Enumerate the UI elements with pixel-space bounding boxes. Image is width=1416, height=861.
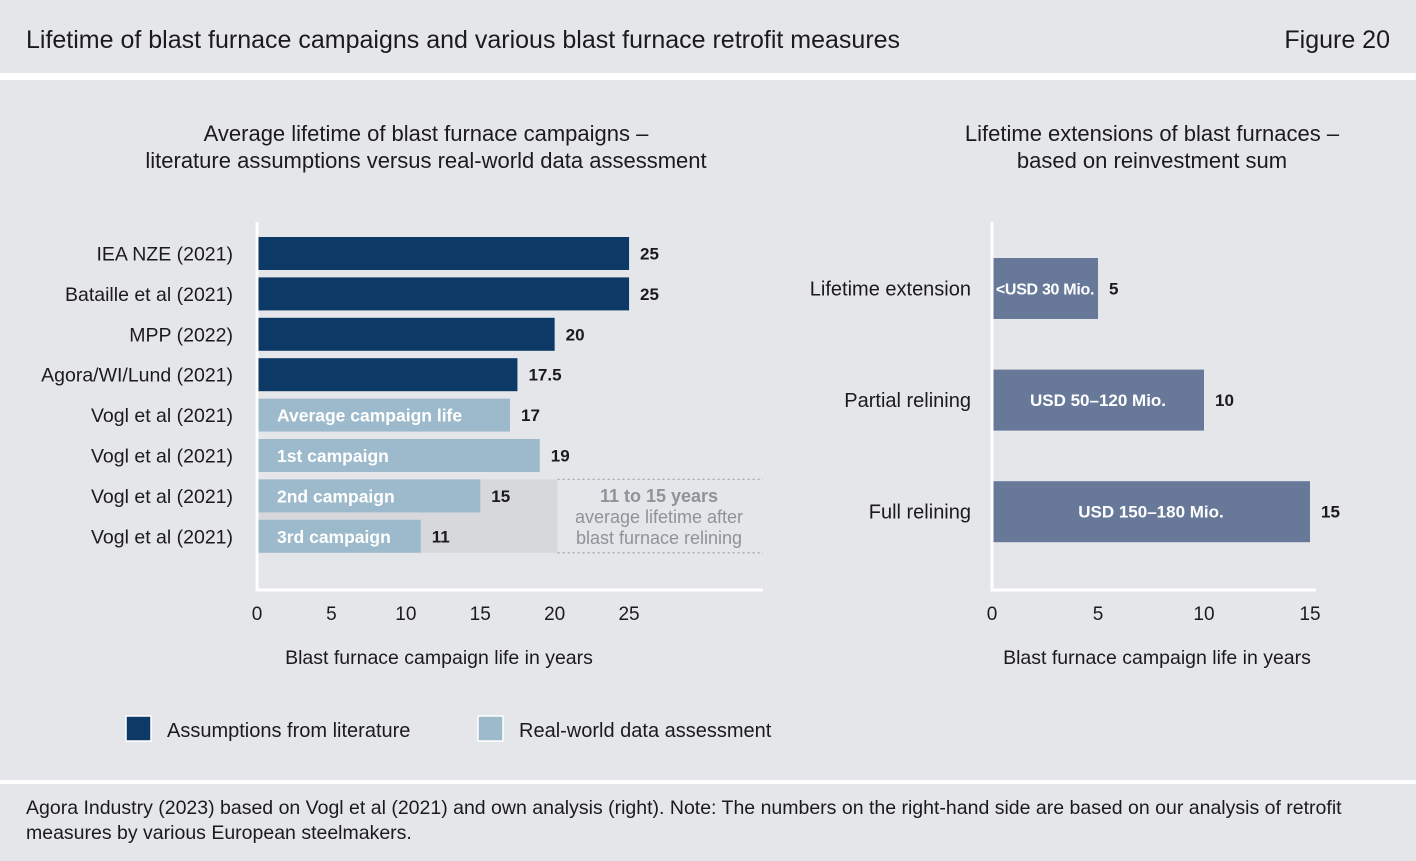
relining-annotation-line: blast furnace relining bbox=[576, 528, 742, 548]
legend-label: Assumptions from literature bbox=[167, 720, 410, 742]
source-note: Agora Industry (2023) based on Vogl et a… bbox=[26, 797, 1342, 844]
category-label: IEA NZE (2021) bbox=[96, 244, 233, 266]
bar bbox=[257, 317, 555, 351]
figure-header: Lifetime of blast furnace campaigns and … bbox=[0, 0, 1416, 73]
x-tick-label: 10 bbox=[1193, 604, 1214, 625]
category-label: Bataille et al (2021) bbox=[65, 284, 233, 306]
value-label: 11 bbox=[432, 527, 450, 546]
x-tick-label: 10 bbox=[395, 604, 416, 625]
bar-inner-label: 2nd campaign bbox=[277, 486, 395, 506]
value-label: 5 bbox=[1109, 280, 1118, 299]
x-axis-label: Blast furnace campaign life in years bbox=[285, 647, 593, 669]
category-label: Vogl et al (2021) bbox=[91, 526, 233, 548]
chart-title-line: Average lifetime of blast furnace campai… bbox=[204, 121, 649, 146]
x-tick-label: 20 bbox=[544, 604, 565, 625]
bar bbox=[257, 479, 481, 513]
value-label: 20 bbox=[566, 325, 585, 344]
x-tick-label: 25 bbox=[618, 604, 639, 625]
category-label: Lifetime extension bbox=[810, 279, 971, 301]
relining-annotation-line: 11 to 15 years bbox=[600, 486, 718, 506]
bar bbox=[257, 358, 518, 392]
bar bbox=[257, 237, 630, 270]
bar-inner-label: <USD 30 Mio. bbox=[996, 282, 1094, 299]
figure-title: Lifetime of blast furnace campaigns and … bbox=[26, 26, 901, 54]
value-label: 19 bbox=[551, 447, 570, 466]
lifetime-extension-chart: Lifetime extensions of blast furnaces –b… bbox=[810, 121, 1340, 669]
figure-footer: Agora Industry (2023) based on Vogl et a… bbox=[0, 784, 1416, 861]
bar-inner-label: Average campaign life bbox=[277, 406, 462, 426]
campaign-lifetime-chart: Average lifetime of blast furnace campai… bbox=[41, 121, 772, 742]
figure-number: Figure 20 bbox=[1284, 26, 1390, 54]
value-label: 17.5 bbox=[528, 366, 561, 385]
chart-title-line: Lifetime extensions of blast furnaces – bbox=[965, 121, 1340, 146]
category-label: Vogl et al (2021) bbox=[91, 486, 233, 508]
x-tick-label: 0 bbox=[987, 604, 998, 625]
relining-annotation-line: average lifetime after bbox=[575, 507, 743, 527]
category-label: Agora/WI/Lund (2021) bbox=[41, 365, 233, 387]
category-label: MPP (2022) bbox=[129, 324, 233, 346]
legend-swatch bbox=[125, 715, 152, 742]
value-label: 15 bbox=[491, 487, 510, 506]
value-label: 15 bbox=[1321, 503, 1340, 522]
chart-title-line: based on reinvestment sum bbox=[1017, 148, 1287, 173]
category-label: Vogl et al (2021) bbox=[91, 405, 233, 427]
legend-label: Real-world data assessment bbox=[519, 720, 772, 742]
x-tick-label: 15 bbox=[470, 604, 491, 625]
x-axis-label: Blast furnace campaign life in years bbox=[1003, 647, 1311, 669]
bar bbox=[257, 398, 510, 432]
bar-inner-label: USD 150–180 Mio. bbox=[1078, 503, 1224, 522]
x-tick-label: 5 bbox=[326, 604, 337, 625]
bar bbox=[992, 369, 1204, 431]
chart-title-line: literature assumptions versus real-world… bbox=[145, 148, 706, 173]
bar bbox=[257, 439, 540, 472]
value-label: 25 bbox=[640, 285, 659, 304]
bar bbox=[257, 277, 630, 311]
x-tick-label: 5 bbox=[1093, 604, 1104, 625]
value-label: 10 bbox=[1215, 391, 1234, 410]
bar-inner-label: USD 50–120 Mio. bbox=[1030, 391, 1166, 410]
category-label: Partial relining bbox=[844, 390, 971, 412]
bar bbox=[992, 258, 1098, 319]
bar bbox=[257, 519, 421, 553]
category-label: Full relining bbox=[869, 502, 971, 524]
legend-swatch bbox=[477, 715, 504, 742]
value-label: 17 bbox=[521, 406, 540, 425]
value-label: 25 bbox=[640, 245, 659, 264]
bar-inner-label: 1st campaign bbox=[277, 446, 389, 466]
category-label: Vogl et al (2021) bbox=[91, 446, 233, 468]
bar bbox=[992, 481, 1310, 543]
x-tick-label: 0 bbox=[252, 604, 263, 625]
x-tick-label: 15 bbox=[1299, 604, 1320, 625]
bar-inner-label: 3rd campaign bbox=[277, 527, 391, 547]
